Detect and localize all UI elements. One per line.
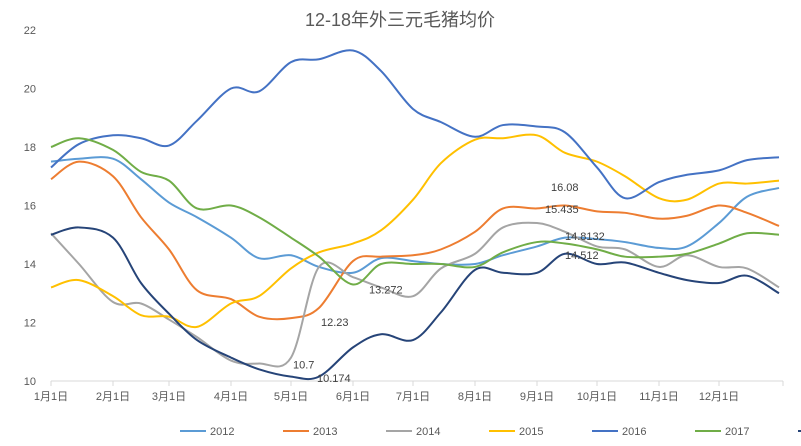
legend-item-2017[interactable]: 2017 [695, 426, 749, 438]
legend-item-2013[interactable]: 2013 [283, 426, 337, 438]
x-tick-label: 3月1日 [152, 391, 186, 403]
x-tick-label: 8月1日 [458, 391, 492, 403]
y-tick-label: 18 [24, 142, 36, 154]
data-label: 12.23 [321, 317, 349, 329]
series-line-2015 [50, 133, 780, 329]
y-axis: 10 12 14 16 18 20 22 [24, 25, 36, 388]
y-tick-label: 10 [24, 376, 36, 388]
data-label: 14.512 [565, 250, 599, 262]
legend-label: 2016 [622, 426, 646, 438]
series-line-2013 [50, 160, 780, 321]
legend-item-2012[interactable]: 2012 [180, 426, 234, 438]
legend-label: 2012 [210, 426, 234, 438]
legend: 2012201320142015201620172018 [180, 426, 801, 438]
series-line-2016 [50, 49, 780, 200]
y-tick-label: 22 [24, 25, 36, 37]
x-tick-label: 1月1日 [34, 391, 68, 403]
legend-item-2014[interactable]: 2014 [386, 426, 440, 438]
y-tick-label: 16 [24, 201, 36, 213]
x-tick-label: 10月1日 [577, 391, 617, 403]
x-tick-label: 4月1日 [214, 391, 248, 403]
data-label: 16.08 [551, 182, 579, 194]
x-tick-label: 5月1日 [274, 391, 308, 403]
data-label: 14.8132 [565, 231, 605, 243]
series-line-2012 [50, 156, 780, 275]
x-tick-label: 6月1日 [336, 391, 370, 403]
x-axis: 1月1日 2月1日 3月1日 4月1日 5月1日 6月1日 7月1日 8月1日 9月1日 10月1… [34, 380, 784, 403]
x-tick-label: 9月1日 [520, 391, 554, 403]
x-tick-label: 12月1日 [699, 391, 739, 403]
data-label: 15.435 [545, 204, 579, 216]
x-tick-label: 11月1日 [639, 391, 679, 403]
data-labels: 16.08 15.435 14.8132 14.512 13.272 12.23 10.71… [293, 182, 605, 385]
x-tick-label: 2月1日 [96, 391, 130, 403]
chart-title: 12-18年外三元毛猪均价 [305, 10, 495, 30]
legend-item-2016[interactable]: 2016 [592, 426, 646, 438]
x-tick-label: 7月1日 [396, 391, 430, 403]
series-line-2017 [50, 137, 780, 286]
series-lines [50, 49, 780, 381]
data-label: 10.7 [293, 360, 314, 372]
legend-label: 2014 [416, 426, 440, 438]
series-line-2014 [50, 221, 780, 368]
series-line-2018 [50, 226, 780, 381]
y-tick-label: 20 [24, 84, 36, 96]
legend-label: 2013 [313, 426, 337, 438]
data-label: 13.272 [369, 284, 403, 296]
legend-item-2015[interactable]: 2015 [489, 426, 543, 438]
data-label: 10.174 [317, 373, 351, 385]
legend-label: 2017 [725, 426, 749, 438]
y-tick-label: 12 [24, 318, 36, 330]
y-tick-label: 14 [24, 259, 36, 271]
legend-label: 2015 [519, 426, 543, 438]
